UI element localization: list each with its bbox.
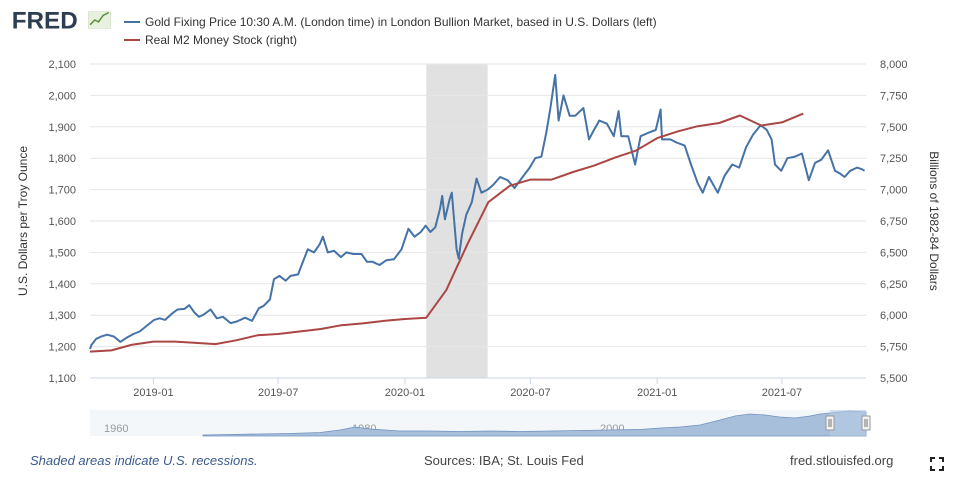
x-tick-label: 2021-01 — [637, 387, 677, 399]
right-tick-label: 6,500 — [880, 247, 908, 259]
left-tick-label: 2,000 — [48, 90, 76, 102]
fred-logo-text: FRED — [12, 7, 78, 34]
right-axis-ticks: 8,000 7,750 7,500 7,250 7,000 6,750 6,500 6,250… — [880, 59, 908, 385]
fred-logo[interactable]: FRED — [8, 6, 120, 34]
right-tick-label: 6,750 — [880, 216, 908, 228]
right-tick-label: 6,250 — [880, 279, 908, 291]
right-tick-label: 7,250 — [880, 153, 908, 165]
x-tick-label: 2020-01 — [385, 387, 425, 399]
x-axis-ticks: 2019-01 2019-07 2020-01 2020-07 2021-01 2021-… — [133, 378, 802, 399]
left-tick-label: 1,400 — [48, 279, 76, 291]
legend: Gold Fixing Price 10:30 A.M. (London tim… — [124, 15, 657, 47]
left-axis-ticks: 2,100 2,000 1,900 1,800 1,700 1,600 1,500 1,400… — [48, 59, 76, 385]
right-tick-label: 7,500 — [880, 122, 908, 134]
navigator-selection[interactable] — [830, 410, 866, 436]
recession-note[interactable]: Shaded areas indicate U.S. recessions. — [30, 453, 258, 468]
site-link[interactable]: fred.stlouisfed.org — [790, 453, 894, 468]
navigator-label-1960: 1960 — [104, 423, 128, 435]
series-line-gold[interactable] — [89, 74, 866, 350]
left-tick-label: 1,900 — [48, 122, 76, 134]
left-tick-label: 1,500 — [48, 247, 76, 259]
navigator-left-handle[interactable] — [825, 415, 835, 431]
navigator[interactable]: 1960 1980 2000 20 — [90, 410, 871, 437]
right-axis-title: Billions of 1982-84 Dollars — [927, 151, 941, 290]
sources-text: Sources: IBA; St. Louis Fed — [424, 453, 584, 468]
right-tick-label: 7,750 — [880, 90, 908, 102]
right-tick-label: 5,750 — [880, 342, 908, 354]
chart-line-icon — [88, 11, 111, 29]
x-tick-label: 2019-07 — [258, 387, 298, 399]
left-axis-title: U.S. Dollars per Troy Ounce — [16, 146, 30, 296]
legend-label-m2[interactable]: Real M2 Money Stock (right) — [145, 33, 297, 47]
right-tick-label: 7,000 — [880, 185, 908, 197]
left-tick-label: 1,800 — [48, 153, 76, 165]
navigator-right-handle[interactable] — [861, 415, 871, 431]
left-tick-label: 2,100 — [48, 59, 76, 71]
series-line-m2[interactable] — [89, 112, 804, 353]
right-tick-label: 8,000 — [880, 59, 908, 71]
series-layer — [89, 74, 866, 353]
right-tick-label: 6,000 — [880, 310, 908, 322]
right-tick-label: 5,500 — [880, 373, 908, 385]
x-tick-label: 2021-07 — [762, 387, 802, 399]
grid-layer — [90, 63, 866, 379]
legend-label-gold[interactable]: Gold Fixing Price 10:30 A.M. (London tim… — [145, 15, 657, 29]
left-tick-label: 1,600 — [48, 216, 76, 228]
left-tick-label: 1,200 — [48, 342, 76, 354]
left-tick-label: 1,700 — [48, 185, 76, 197]
left-tick-label: 1,100 — [48, 373, 76, 385]
x-tick-label: 2019-01 — [133, 387, 173, 399]
navigator-series-area — [202, 410, 867, 437]
fullscreen-icon[interactable] — [930, 457, 944, 471]
x-tick-label: 2020-07 — [510, 387, 550, 399]
left-tick-label: 1,300 — [48, 310, 76, 322]
